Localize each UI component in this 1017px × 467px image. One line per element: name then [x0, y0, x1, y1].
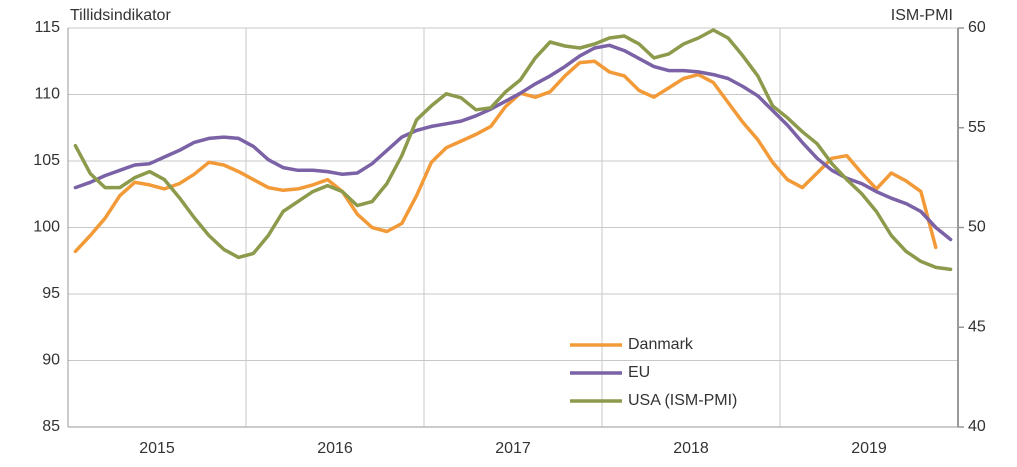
x-tick-label: 2015 — [139, 440, 175, 457]
y-tick-label: 85 — [42, 418, 60, 435]
y-tick-label: 110 — [34, 86, 60, 103]
series-line — [73, 28, 953, 272]
y2-tick-label: 40 — [968, 418, 986, 435]
y-tick-label: 100 — [33, 219, 60, 236]
x-tick-label: 2017 — [495, 440, 531, 457]
y-tick-label: 90 — [42, 352, 60, 369]
y-tick-label: 95 — [42, 285, 60, 302]
y2-tick-label: 45 — [968, 318, 986, 335]
x-tick-label: 2019 — [851, 440, 887, 457]
legend-label: USA (ISM-PMI) — [628, 392, 737, 409]
y2-tick-label: 50 — [968, 219, 986, 236]
y-tick-label: 105 — [33, 152, 60, 169]
legend-label: Danmark — [628, 336, 694, 353]
x-tick-label: 2018 — [673, 440, 709, 457]
y-tick-label: 115 — [34, 19, 60, 36]
series-line — [73, 43, 953, 242]
legend-label: EU — [628, 364, 650, 381]
y-axis-title: Tillidsindikator — [70, 7, 171, 24]
y2-tick-label: 55 — [968, 119, 986, 136]
y2-tick-label: 60 — [968, 19, 986, 36]
y2-axis-title: ISM-PMI — [891, 7, 953, 24]
x-tick-label: 2016 — [317, 440, 353, 457]
series-line — [73, 59, 938, 254]
